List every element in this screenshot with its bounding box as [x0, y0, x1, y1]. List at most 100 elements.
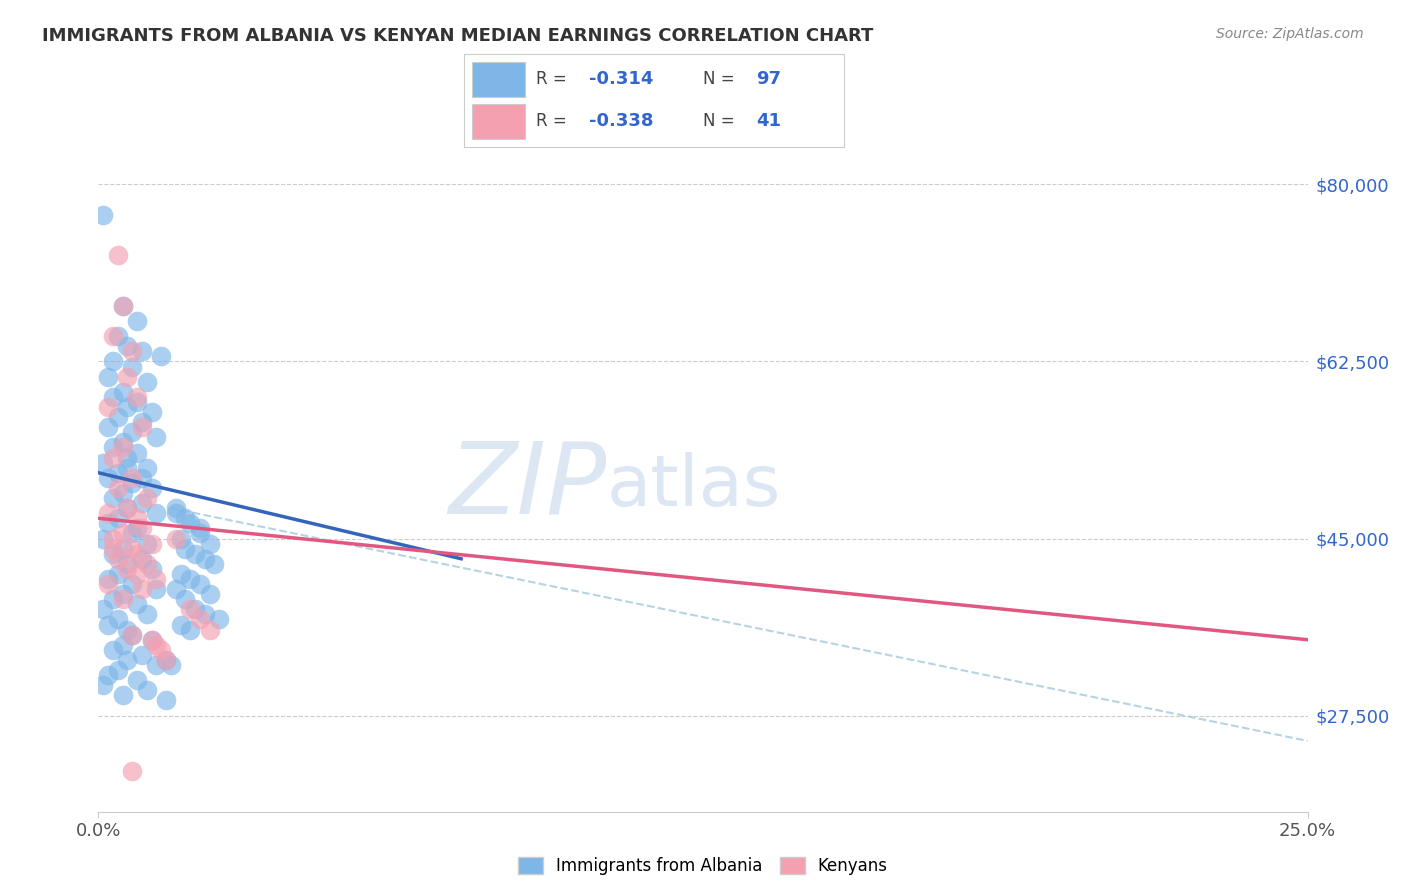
Point: [150, 643, 173, 657]
Point: [131, 521, 153, 535]
Point: [121, 764, 143, 779]
Point: [111, 384, 134, 399]
Point: [121, 526, 143, 541]
Point: [107, 410, 129, 425]
Point: [135, 491, 157, 505]
Point: [174, 541, 197, 556]
Point: [174, 511, 197, 525]
Point: [121, 359, 143, 374]
Point: [127, 547, 149, 561]
Point: [184, 602, 207, 616]
Point: [111, 435, 134, 450]
Point: [127, 395, 149, 409]
Point: [204, 557, 226, 571]
Text: N =: N =: [703, 70, 740, 87]
Point: [141, 632, 163, 647]
Point: [91, 678, 114, 692]
Point: [127, 597, 149, 611]
Point: [111, 587, 134, 601]
Point: [135, 557, 157, 571]
Point: [107, 566, 129, 581]
Point: [121, 541, 143, 556]
Point: [145, 582, 167, 596]
Point: [117, 339, 139, 353]
Point: [150, 350, 173, 364]
Text: IMMIGRANTS FROM ALBANIA VS KENYAN MEDIAN EARNINGS CORRELATION CHART: IMMIGRANTS FROM ALBANIA VS KENYAN MEDIAN…: [42, 27, 873, 45]
Point: [97, 617, 120, 632]
Text: 97: 97: [756, 70, 782, 87]
Point: [141, 481, 163, 495]
Point: [97, 516, 120, 531]
Point: [179, 572, 201, 586]
Point: [107, 481, 129, 495]
Point: [117, 653, 139, 667]
Point: [135, 607, 157, 622]
Point: [127, 521, 149, 535]
Point: [121, 344, 143, 359]
Point: [160, 658, 183, 673]
Point: [155, 653, 177, 667]
Point: [131, 551, 153, 566]
Point: [145, 638, 167, 652]
Point: [135, 536, 157, 550]
Point: [91, 208, 114, 222]
Point: [165, 501, 187, 516]
Point: [169, 532, 191, 546]
Point: [127, 511, 149, 525]
Point: [117, 450, 139, 465]
Point: [97, 420, 120, 434]
Point: [198, 536, 221, 550]
Point: [101, 329, 124, 343]
Point: [165, 506, 187, 520]
Point: [101, 541, 124, 556]
Point: [121, 577, 143, 591]
Point: [141, 562, 163, 576]
Point: [91, 532, 114, 546]
Point: [121, 425, 143, 440]
Point: [198, 587, 221, 601]
Point: [131, 420, 153, 434]
Point: [117, 460, 139, 475]
Point: [174, 592, 197, 607]
Point: [145, 572, 167, 586]
Point: [155, 693, 177, 707]
Point: [101, 491, 124, 505]
Point: [117, 501, 139, 516]
Point: [208, 612, 231, 626]
Point: [97, 369, 120, 384]
Point: [184, 547, 207, 561]
Point: [117, 562, 139, 576]
Point: [111, 441, 134, 455]
Point: [155, 653, 177, 667]
Point: [101, 592, 124, 607]
Point: [111, 486, 134, 500]
Point: [141, 536, 163, 550]
Text: Source: ZipAtlas.com: Source: ZipAtlas.com: [1216, 27, 1364, 41]
Point: [179, 602, 201, 616]
Legend: Immigrants from Albania, Kenyans: Immigrants from Albania, Kenyans: [512, 850, 894, 881]
Point: [188, 521, 211, 535]
Point: [107, 329, 129, 343]
Point: [101, 547, 124, 561]
Point: [188, 526, 211, 541]
Point: [111, 526, 134, 541]
Text: -0.314: -0.314: [589, 70, 654, 87]
Point: [188, 577, 211, 591]
Text: R =: R =: [536, 70, 572, 87]
Point: [107, 663, 129, 677]
Point: [131, 471, 153, 485]
Text: ZIP: ZIP: [449, 438, 606, 535]
Point: [107, 466, 129, 480]
Point: [145, 430, 167, 444]
Point: [169, 617, 191, 632]
Point: [194, 551, 217, 566]
Point: [91, 602, 114, 616]
Text: atlas: atlas: [606, 452, 780, 521]
Point: [131, 582, 153, 596]
Point: [121, 475, 143, 490]
Point: [198, 623, 221, 637]
Point: [121, 627, 143, 641]
Point: [101, 532, 124, 546]
FancyBboxPatch shape: [471, 104, 524, 139]
Point: [111, 299, 134, 313]
